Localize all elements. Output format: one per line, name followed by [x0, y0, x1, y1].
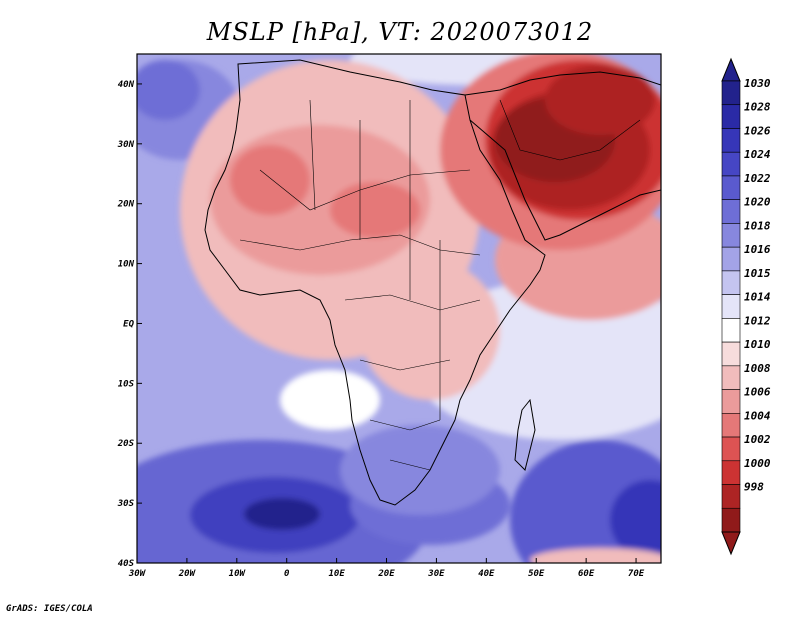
colorbar-band: [721, 484, 741, 509]
colorbar-level-label: 1020: [744, 196, 771, 209]
lat-tick-label: 20S: [117, 439, 135, 449]
lon-tick-label: 30W: [128, 569, 147, 579]
coastlines: [204, 59, 661, 506]
colorbar-level-label: 1022: [744, 172, 771, 185]
colorbar-level-label: 1010: [744, 338, 771, 351]
colorbar-band: [721, 318, 741, 343]
lat-tick-label: 10N: [118, 260, 135, 270]
lon-tick-label: 70E: [628, 569, 645, 579]
colorbar-band: [721, 294, 741, 319]
colorbar-band: [721, 104, 741, 129]
lat-tick-label: 40S: [118, 559, 135, 569]
colorbar-level-label: 1008: [744, 362, 771, 375]
latitude-axis: 40N 30N 20N 10N EQ 10S 20S 30S 40S: [117, 80, 142, 569]
colorbar-level-label: 1024: [744, 148, 771, 161]
colorbar-band: [721, 460, 741, 485]
lat-tick-label: EQ: [123, 319, 134, 329]
plot-frame: [136, 53, 662, 564]
grads-credit: GrADS: IGES/COLA: [6, 604, 93, 614]
country-borders: [239, 99, 641, 471]
colorbar-level-label: 1018: [744, 219, 771, 232]
lon-tick-label: 40E: [478, 569, 495, 579]
lat-tick-label: 20N: [117, 200, 135, 210]
colorbar-level-label: 998: [744, 481, 764, 494]
lat-tick-label: 30S: [117, 499, 135, 509]
colorbar-band: [721, 199, 741, 224]
colorbar-level-label: 1002: [744, 433, 771, 446]
lon-tick-label: 20E: [377, 569, 395, 579]
lat-tick-label: 10S: [118, 379, 135, 389]
lon-tick-label: 50E: [528, 569, 545, 579]
colorbar-top-arrow: [721, 57, 741, 82]
colorbar-band: [721, 436, 741, 462]
colorbar-level-label: 1026: [744, 124, 771, 137]
colorbar-band: [721, 128, 741, 153]
lon-tick-label: 10W: [229, 569, 247, 579]
lon-tick-label: 20W: [178, 569, 197, 579]
colorbar-level-label: 1012: [744, 314, 771, 327]
colorbar-band: [721, 507, 741, 533]
colorbar-band: [721, 365, 741, 390]
colorbar-band: [721, 341, 741, 367]
colorbar-level-label: 1006: [744, 386, 771, 399]
colorbar-band: [721, 270, 741, 295]
colorbar-band: [721, 223, 741, 248]
lat-tick-label: 40N: [118, 80, 135, 90]
colorbar-level-label: 1015: [744, 267, 771, 280]
lon-tick-label: 0: [284, 569, 290, 579]
lon-tick-label: 60E: [578, 569, 595, 579]
colorbar-level-label: 1016: [744, 243, 771, 256]
pressure-field: [137, 54, 661, 563]
colorbar: 1030 1028 1026 1024 1022 1020 1018 1016 1015 1014…: [721, 57, 771, 556]
colorbar-band: [721, 175, 741, 200]
colorbar-level-label: 1014: [744, 291, 771, 304]
colorbar-band: [721, 389, 741, 414]
colorbar-level-label: 1000: [744, 457, 771, 470]
colorbar-bottom-arrow: [721, 531, 741, 556]
longitude-axis: 30W 20W 10W 0 10E 20E 30E 40E 50E 60E 70E: [128, 558, 645, 579]
colorbar-level-label: 1004: [744, 409, 771, 422]
colorbar-band: [721, 246, 741, 272]
colorbar-band: [721, 80, 741, 106]
colorbar-band: [721, 151, 741, 177]
lon-tick-label: 10E: [328, 569, 345, 579]
colorbar-level-label: 1030: [744, 77, 771, 90]
lat-tick-label: 30N: [117, 140, 135, 150]
lon-tick-label: 30E: [427, 569, 445, 579]
colorbar-band: [721, 413, 741, 438]
colorbar-level-label: 1028: [744, 101, 771, 114]
map-title: MSLP [hPa], VT: 2020073012: [206, 18, 594, 46]
